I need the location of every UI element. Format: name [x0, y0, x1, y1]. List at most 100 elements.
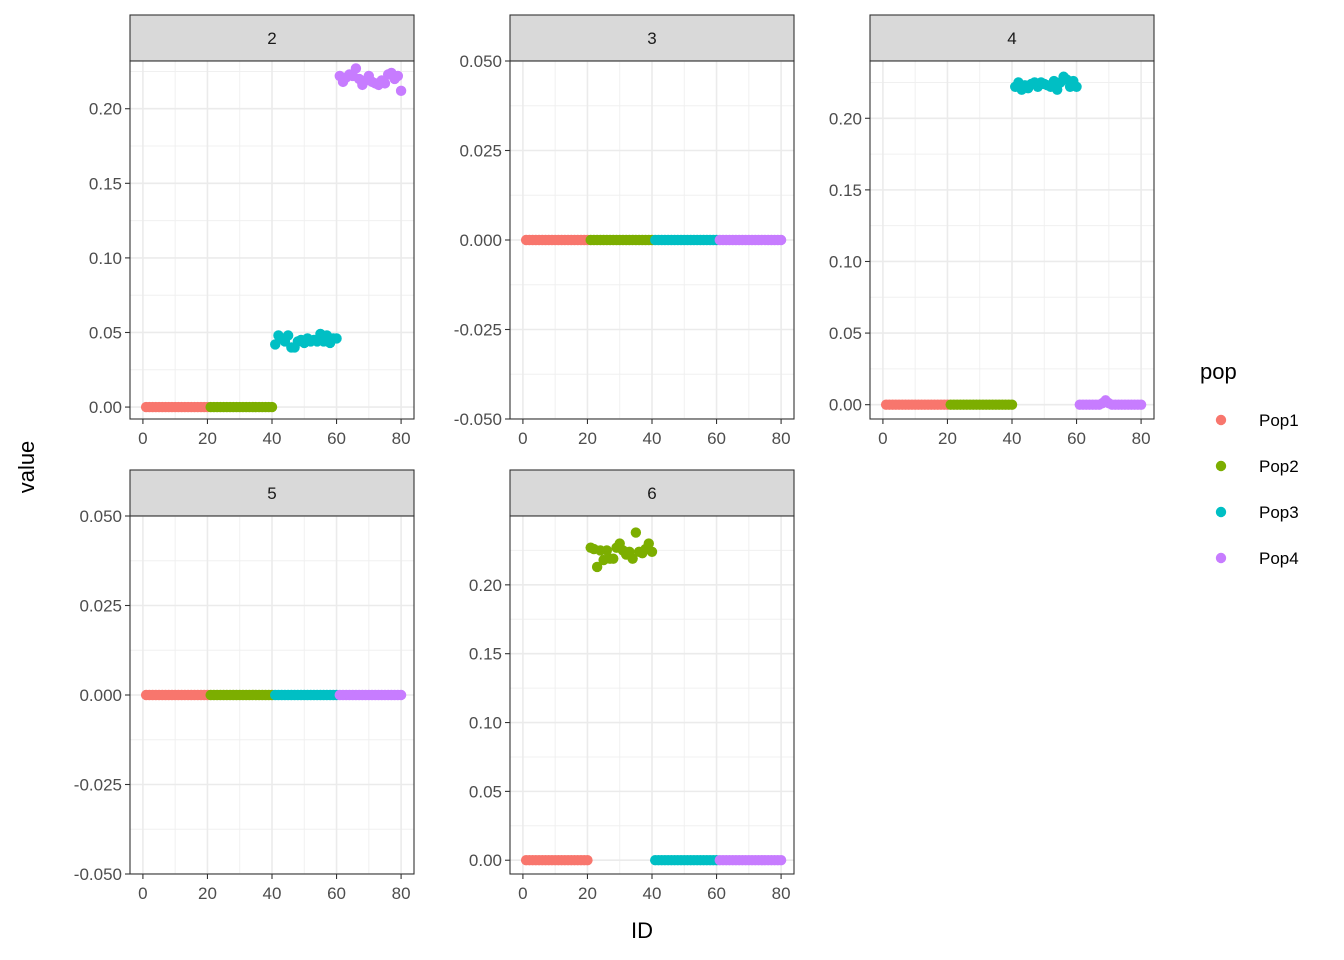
y-tick-label: 0.10	[469, 714, 502, 733]
y-tick-label: -0.025	[74, 776, 122, 795]
data-point	[775, 855, 787, 866]
legend-item-pop4: Pop4	[1215, 549, 1299, 568]
x-tick-label: 80	[392, 884, 411, 903]
y-tick-label: -0.050	[454, 410, 502, 429]
x-tick-label: 20	[938, 429, 957, 448]
y-tick-label: 0.10	[829, 252, 862, 271]
y-tick-label: 0.050	[79, 507, 122, 526]
x-tick-label: 60	[327, 884, 346, 903]
y-tick-label: 0.15	[469, 645, 502, 664]
legend-key	[1215, 506, 1227, 518]
y-axis-title: value	[14, 441, 39, 494]
data-points	[520, 234, 787, 246]
series-pop3	[650, 234, 722, 246]
data-point	[331, 333, 342, 344]
x-tick-label: 0	[138, 884, 147, 903]
data-point	[1071, 81, 1082, 92]
x-tick-label: 60	[707, 429, 726, 448]
data-point	[775, 234, 787, 246]
data-point	[591, 561, 603, 573]
series-pop1	[880, 399, 953, 410]
x-tick-label: 40	[643, 429, 662, 448]
y-tick-label: 0.050	[459, 52, 502, 71]
facet-panel-5: 5 0 20 40 60 80 -0.050 -0.025 0.000 0.025 0.050	[74, 469, 415, 903]
facet-panel-2: 20 20 40 60 800.000.050.100.150.20	[89, 14, 415, 448]
y-tick-label: 0.20	[89, 100, 122, 119]
data-points	[140, 689, 407, 701]
y-tick-label: 0.20	[829, 109, 862, 128]
data-point	[1006, 399, 1018, 410]
series-pop4	[334, 689, 407, 701]
y-tick-label: 0.05	[89, 323, 122, 342]
facet-strip-label: 5	[267, 484, 276, 503]
data-point	[608, 553, 619, 564]
data-point	[601, 545, 613, 556]
legend-item-pop2: Pop2	[1215, 457, 1299, 476]
facet-strip-label: 4	[1007, 29, 1016, 48]
y-tick-label: 0.00	[829, 396, 862, 415]
x-tick-label: 0	[518, 884, 527, 903]
x-tick-label: 40	[1003, 429, 1022, 448]
x-tick-label: 0	[138, 429, 147, 448]
data-point	[630, 527, 642, 538]
y-tick-label: 0.10	[89, 249, 122, 268]
y-tick-label: 0.00	[89, 398, 122, 417]
facet-panel-4: 40 20 40 60 800.000.050.100.150.20	[829, 14, 1155, 448]
data-point	[395, 689, 407, 701]
x-tick-label: 60	[327, 429, 346, 448]
legend-key	[1215, 460, 1227, 472]
y-tick-label: 0.000	[79, 686, 122, 705]
series-pop1	[140, 689, 213, 701]
legend-item-pop3: Pop3	[1215, 503, 1299, 522]
series-pop4	[714, 234, 787, 246]
series-pop1	[520, 855, 593, 866]
x-tick-label: 40	[643, 884, 662, 903]
x-tick-label: 40	[263, 429, 282, 448]
legend-item-pop1: Pop1	[1215, 411, 1299, 430]
x-tick-label: 0	[518, 429, 527, 448]
x-tick-label: 80	[392, 429, 411, 448]
y-tick-label: 0.025	[79, 597, 122, 616]
data-point	[627, 553, 638, 564]
y-tick-label: 0.025	[459, 142, 502, 161]
x-tick-label: 0	[878, 429, 887, 448]
x-tick-label: 20	[198, 884, 217, 903]
facet-panel-3: 3 0 20 40 60 80 -0.050 -0.025 0.000 0.025 0.050	[454, 14, 795, 448]
legend: pop Pop1 Pop2 Pop3 Pop4	[1200, 359, 1299, 568]
legend-label: Pop2	[1259, 457, 1299, 476]
x-tick-label: 20	[578, 884, 597, 903]
y-tick-label: 0.00	[469, 851, 502, 870]
y-tick-label: 0.20	[469, 576, 502, 595]
x-tick-label: 40	[263, 884, 282, 903]
facet-strip	[509, 14, 795, 62]
legend-label: Pop3	[1259, 503, 1299, 522]
data-point	[1135, 399, 1147, 410]
y-tick-label: 0.000	[459, 231, 502, 250]
y-tick-label: -0.025	[454, 321, 502, 340]
data-point	[643, 538, 654, 549]
data-points	[880, 71, 1147, 410]
facet-strip	[129, 14, 415, 62]
data-point	[646, 546, 658, 557]
x-tick-label: 80	[772, 429, 791, 448]
series-pop3	[270, 689, 342, 701]
data-point	[266, 401, 278, 413]
series-pop3	[270, 328, 342, 353]
series-pop1	[140, 401, 213, 413]
y-tick-label: 0.15	[829, 181, 862, 200]
facet-strip	[129, 469, 415, 517]
data-point	[395, 85, 407, 97]
legend-title: pop	[1200, 359, 1237, 384]
series-pop4	[1074, 395, 1147, 410]
x-tick-label: 20	[578, 429, 597, 448]
data-point	[379, 78, 391, 89]
legend-key	[1215, 414, 1227, 426]
facet-strip-label: 3	[647, 29, 656, 48]
x-tick-label: 80	[772, 884, 791, 903]
data-points	[520, 527, 787, 866]
data-point	[282, 330, 294, 341]
facet-strip	[869, 14, 1155, 62]
data-point	[350, 63, 362, 74]
